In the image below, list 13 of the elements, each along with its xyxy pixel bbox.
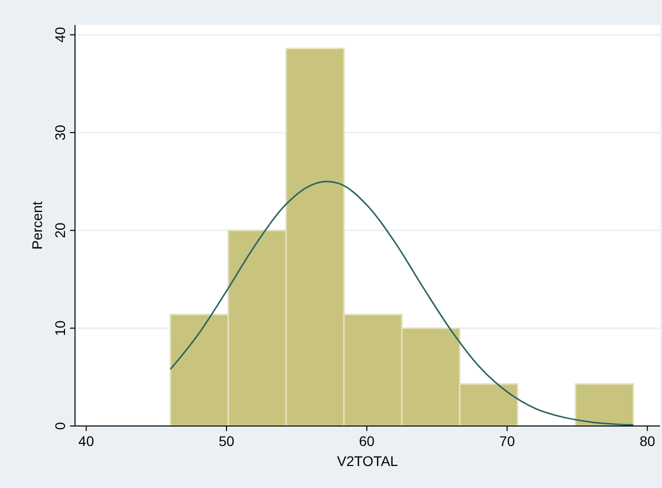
y-tick-label: 10 [52, 320, 68, 336]
line-series [170, 180, 634, 426]
x-tick-label: 80 [640, 433, 656, 449]
x-axis-title: V2TOTAL [337, 453, 398, 469]
y-tick-label: 40 [52, 26, 68, 43]
y-axis-title: Percent [29, 201, 45, 250]
x-tick-label: 40 [78, 433, 94, 449]
x-tick-label: 50 [218, 433, 235, 449]
x-tick-label: 60 [359, 433, 375, 449]
y-tick-label: 30 [52, 124, 68, 140]
y-tick-label: 20 [52, 222, 68, 238]
x-tick-label: 70 [499, 433, 516, 449]
y-tick-label: 0 [52, 422, 68, 430]
